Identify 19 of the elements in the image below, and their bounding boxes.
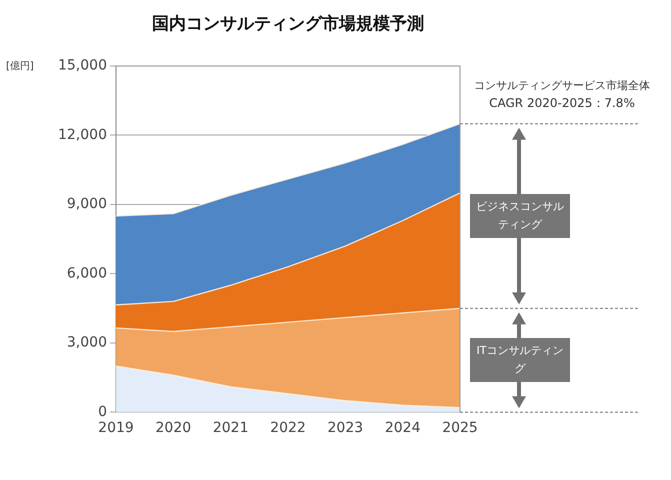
x-tick-label: 2020 [156, 420, 192, 436]
x-tick-label: 2021 [212, 420, 248, 436]
x-tick-label: 2019 [98, 420, 134, 436]
y-tick-label: 0 [98, 404, 107, 420]
x-tick-label: 2025 [442, 420, 478, 436]
chart-title: 国内コンサルティング市場規模予測 [150, 13, 425, 35]
y-tick-label: 12,000 [58, 126, 107, 143]
y-tick-label: 6,000 [66, 265, 107, 282]
y-axis-title: [億円] [6, 60, 34, 73]
x-tick-label: 2023 [328, 420, 364, 436]
text: コンサルティングサービス市場全体 [473, 78, 651, 93]
y-tick-label: 15,000 [58, 58, 107, 74]
text: CAGR 2020-2025：7.8% [488, 95, 636, 112]
x-tick-label: 2022 [270, 420, 306, 436]
y-tick-label: 9,000 [66, 196, 107, 212]
y-tick-label: 3,000 [66, 334, 107, 351]
text: ビジネスコンサルティング [470, 194, 570, 238]
x-tick-label: 2024 [384, 420, 421, 436]
text: ITコンサルティング [470, 338, 570, 382]
